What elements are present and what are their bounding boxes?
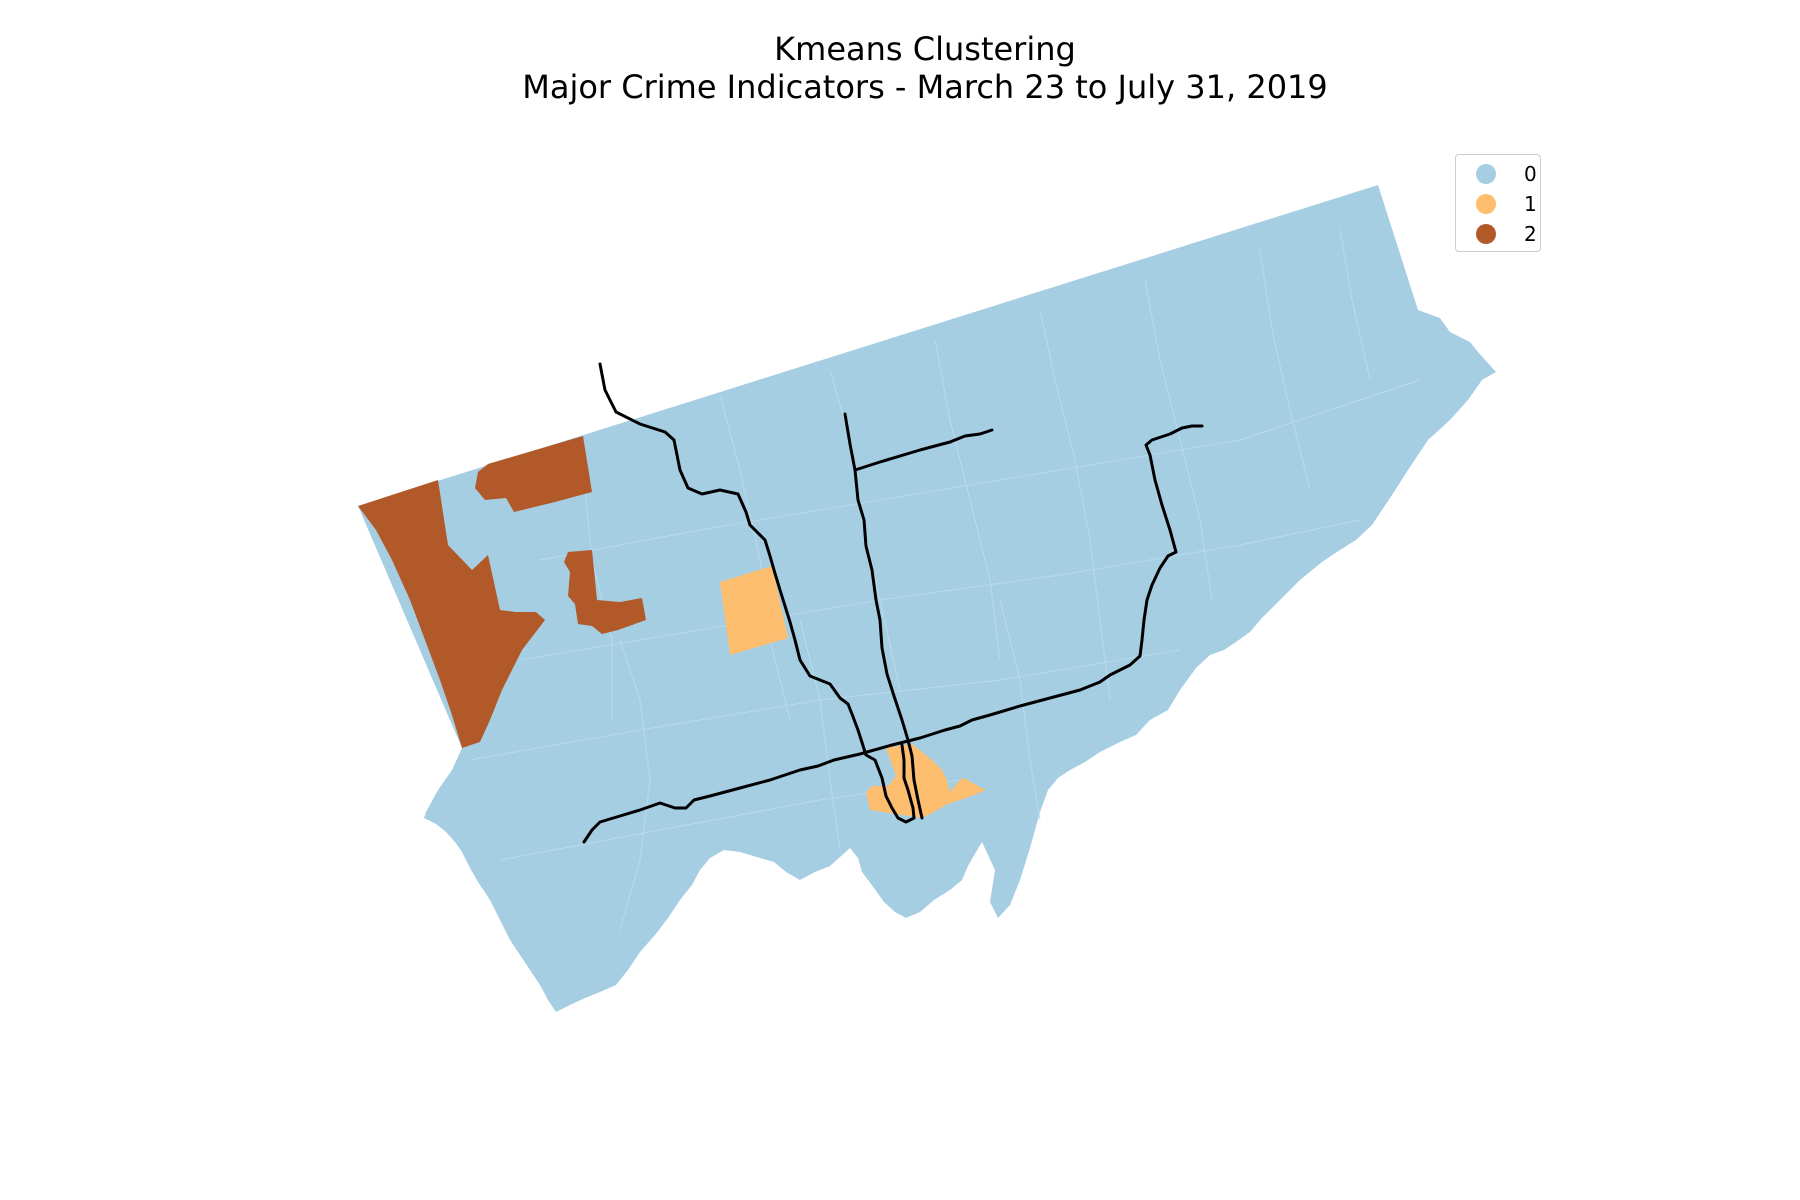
map-title-line1: Kmeans Clustering bbox=[774, 30, 1076, 68]
legend-swatch-2 bbox=[1476, 224, 1496, 244]
map-legend: 0 1 2 bbox=[1455, 154, 1541, 252]
subway-lines bbox=[582, 362, 1204, 844]
neighbourhood-boundaries bbox=[469, 229, 1421, 931]
legend-label-0: 0 bbox=[1524, 162, 1537, 186]
cluster-2-region-west bbox=[358, 480, 545, 748]
map-title-line2: Major Crime Indicators - March 23 to Jul… bbox=[522, 68, 1328, 106]
cluster-2-region-central bbox=[564, 550, 646, 634]
legend-item-0: 0 bbox=[1456, 159, 1540, 189]
legend-item-1: 1 bbox=[1456, 189, 1540, 219]
cluster-1-regions bbox=[720, 566, 986, 818]
subway-line-1-west bbox=[598, 362, 916, 824]
cluster-1-region-north bbox=[720, 566, 788, 655]
cluster-2-regions bbox=[358, 436, 646, 748]
map-title: Kmeans Clustering Major Crime Indicators… bbox=[0, 30, 1800, 106]
legend-swatch-0 bbox=[1476, 164, 1496, 184]
legend-swatch-1 bbox=[1476, 194, 1496, 214]
legend-label-2: 2 bbox=[1524, 222, 1537, 246]
subway-line-3 bbox=[1144, 424, 1204, 554]
cluster-1-region-downtown bbox=[866, 744, 986, 818]
subway-line-2 bbox=[582, 550, 1178, 844]
cluster-2-region-north bbox=[475, 436, 592, 512]
legend-label-1: 1 bbox=[1524, 192, 1537, 216]
legend-item-2: 2 bbox=[1456, 219, 1540, 249]
cluster-0-region bbox=[358, 185, 1496, 1012]
subway-line-1-east bbox=[843, 412, 924, 820]
subway-line-4 bbox=[853, 428, 994, 472]
